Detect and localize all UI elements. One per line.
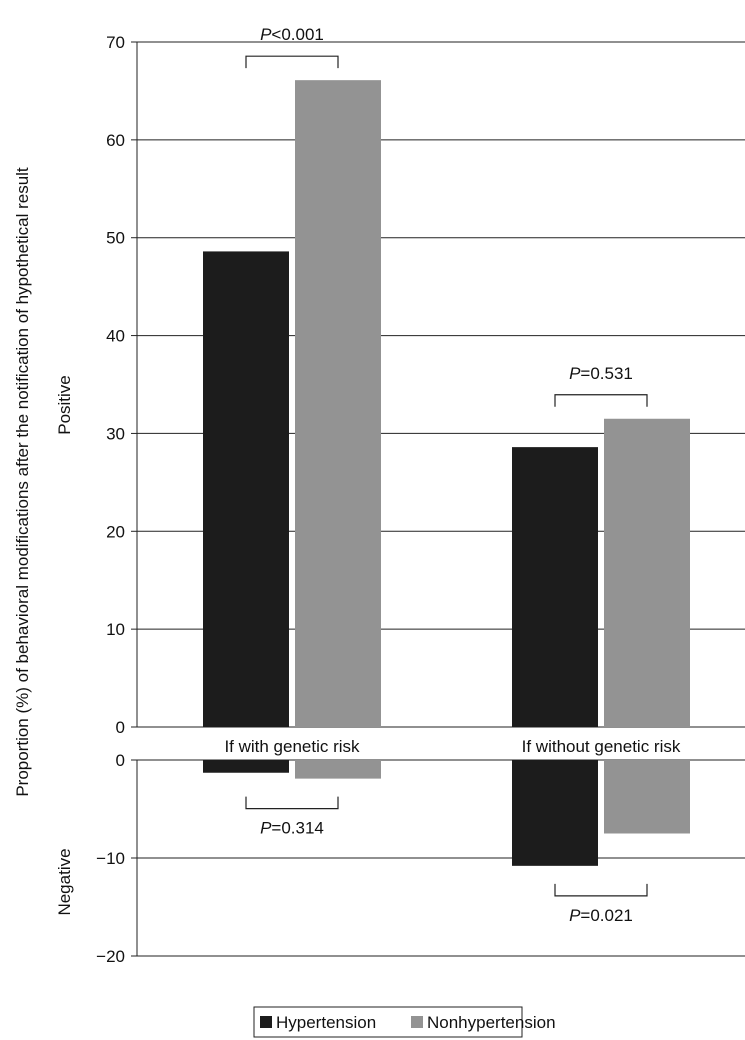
y-tick-label: 0: [116, 751, 125, 770]
p-value-symbol: P: [260, 25, 272, 44]
bar-nonhypertension-2: [604, 418, 690, 727]
p-value-text: =0.314: [271, 819, 323, 838]
bar-hypertension-2: [512, 447, 598, 727]
legend: Hypertension Nonhypertension: [253, 1006, 556, 1038]
bar-nonhypertension-1: [295, 80, 381, 727]
y-tick-label: 50: [106, 229, 125, 248]
legend-label: Nonhypertension: [427, 1013, 556, 1032]
bar-nonhypertension-1: [295, 760, 381, 779]
legend-swatch-hypertension: [260, 1016, 272, 1028]
legend-label: Hypertension: [276, 1013, 376, 1032]
p-value-symbol: P: [569, 364, 581, 383]
y-tick-label: 40: [106, 327, 125, 346]
p-value-text: <0.001: [271, 25, 323, 44]
legend-swatch-nonhypertension: [411, 1016, 423, 1028]
legend-box: [253, 1006, 523, 1038]
y-tick-label: −10: [96, 849, 125, 868]
significance-bracket: [245, 55, 339, 69]
p-value-label: P<0.001: [260, 25, 324, 44]
panel-label: Positive: [55, 375, 74, 435]
p-value-text: =0.531: [580, 364, 632, 383]
bar-hypertension-1: [203, 760, 289, 773]
p-value-symbol: P: [569, 906, 581, 925]
y-tick-label: −20: [96, 947, 125, 966]
category-label: If without genetic risk: [522, 737, 681, 756]
y-tick-label: 70: [106, 33, 125, 52]
panel-label: Negative: [55, 848, 74, 915]
p-value-symbol: P: [260, 819, 272, 838]
significance-bracket: [554, 883, 648, 897]
p-value-label: P=0.021: [569, 906, 633, 925]
y-axis-label-group: Proportion (%) of behavioral modificatio…: [13, 167, 32, 797]
category-label: If with genetic risk: [224, 737, 360, 756]
bar-hypertension-2: [512, 760, 598, 866]
p-value-label: P=0.531: [569, 364, 633, 383]
y-axis-label: Proportion (%) of behavioral modificatio…: [13, 167, 32, 797]
y-tick-label: 60: [106, 131, 125, 150]
y-tick-label: 0: [116, 718, 125, 737]
bar-nonhypertension-2: [604, 760, 690, 834]
p-value-label: P=0.314: [260, 819, 324, 838]
significance-bracket: [554, 394, 648, 407]
p-value-text: =0.021: [580, 906, 632, 925]
significance-bracket: [245, 796, 339, 810]
y-tick-label: 20: [106, 522, 125, 541]
bar-hypertension-1: [203, 251, 289, 727]
category-labels: If with genetic risk If without genetic r…: [224, 737, 680, 756]
y-tick-label: 10: [106, 620, 125, 639]
y-tick-label: 30: [106, 424, 125, 443]
